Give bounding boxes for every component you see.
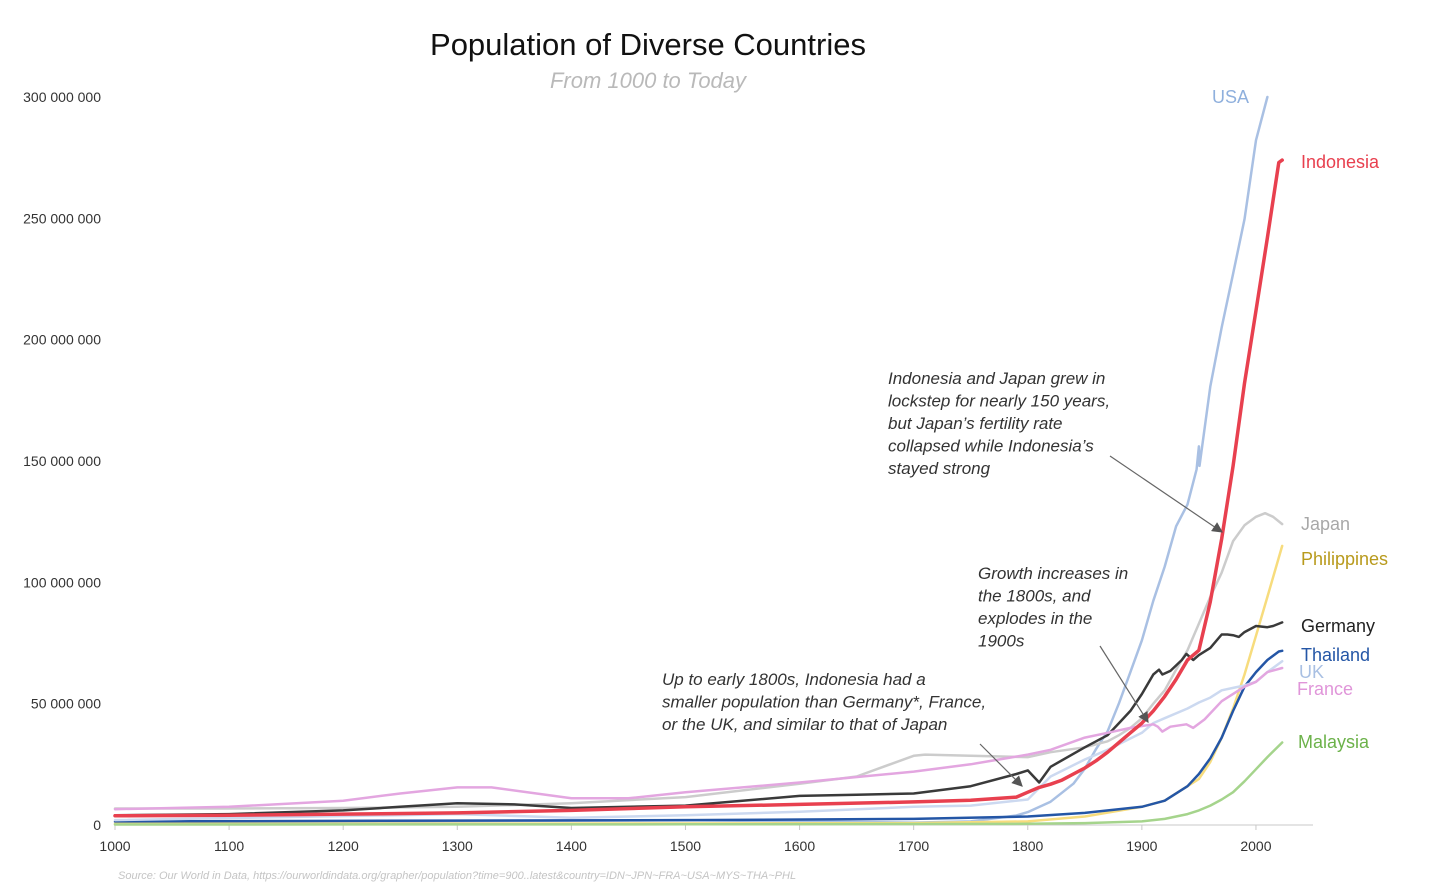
source-note: Source: Our World in Data, https://ourwo…	[118, 870, 796, 882]
arrow-early	[979, 743, 1023, 787]
series-line-usa	[113, 95, 1269, 824]
y-tick-label: 0	[93, 817, 101, 833]
series-label-indonesia: Indonesia	[1301, 152, 1380, 172]
annotation-line: but Japan’s fertility rate	[888, 414, 1063, 433]
annotation-line: Indonesia and Japan grew in	[888, 369, 1105, 388]
series-labels: USA Indonesia Japan Philippines Germany Thail…	[1212, 87, 1388, 752]
series-label-uk: UK	[1299, 662, 1324, 682]
x-tick-label: 1200	[328, 838, 359, 854]
y-tick-label: 200 000 000	[23, 332, 101, 348]
x-tick-label: 1100	[214, 838, 244, 854]
x-axis: 1000 1100 1200 1300 1400 1500 1600 1700 1800 1900…	[99, 824, 1313, 854]
series-line-malaysia	[113, 741, 1284, 826]
annotation-line: smaller population than Germany*, France…	[662, 693, 986, 712]
y-tick-label: 100 000 000	[23, 574, 101, 590]
arrow-lockstep	[1109, 455, 1223, 533]
y-axis-ticks: 0 50 000 000 100 000 000 150 000 000 200 000…	[23, 89, 101, 833]
annotation-lockstep: Indonesia and Japan grew in lockstep for …	[888, 369, 1110, 478]
annotation-line: explodes in the	[978, 609, 1092, 628]
x-tick-label: 1900	[1126, 838, 1157, 854]
y-tick-label: 50 000 000	[31, 696, 101, 712]
x-tick-label: 1000	[99, 838, 130, 854]
series-line-france	[113, 666, 1284, 811]
series-lines	[113, 95, 1284, 826]
x-tick-label: 1500	[670, 838, 701, 854]
annotation-line: Growth increases in	[978, 564, 1128, 583]
series-label-japan: Japan	[1301, 514, 1350, 534]
annotation-early: Up to early 1800s, Indonesia had a smalle…	[662, 670, 986, 734]
chart-title: Population of Diverse Countries	[430, 27, 866, 62]
chart-subtitle: From 1000 to Today	[550, 68, 748, 93]
x-tick-label: 1400	[556, 838, 587, 854]
x-tick-label: 2000	[1240, 838, 1271, 854]
x-tick-label: 1800	[1012, 838, 1043, 854]
series-line-germany	[113, 621, 1284, 817]
x-tick-label: 1700	[898, 838, 929, 854]
annotation-line: 1900s	[978, 632, 1025, 651]
series-line-uk	[113, 659, 1284, 822]
annotation-line: Up to early 1800s, Indonesia had a	[662, 670, 926, 689]
annotations: Indonesia and Japan grew in lockstep for …	[662, 369, 1128, 734]
annotation-line: lockstep for nearly 150 years,	[888, 392, 1110, 411]
y-tick-label: 150 000 000	[23, 453, 101, 469]
x-tick-label: 1300	[442, 838, 473, 854]
y-tick-label: 300 000 000	[23, 89, 101, 105]
annotation-line: the 1800s, and	[978, 587, 1091, 606]
series-label-thailand: Thailand	[1301, 645, 1370, 665]
y-tick-label: 250 000 000	[23, 210, 101, 226]
annotation-growth: Growth increases in the 1800s, and explode…	[978, 564, 1128, 651]
annotation-line: stayed strong	[888, 459, 991, 478]
series-label-usa: USA	[1212, 87, 1249, 107]
series-line-thailand	[113, 649, 1284, 823]
annotation-line: collapsed while Indonesia’s	[888, 437, 1094, 456]
series-label-malaysia: Malaysia	[1298, 732, 1370, 752]
x-tick-label: 1600	[784, 838, 815, 854]
series-label-philippines: Philippines	[1301, 549, 1388, 569]
series-line-japan	[113, 511, 1284, 810]
arrow-growth	[1099, 645, 1149, 724]
annotation-arrows	[979, 455, 1223, 787]
series-line-philippines	[113, 544, 1284, 826]
series-label-germany: Germany	[1301, 616, 1375, 636]
series-line-indonesia	[113, 158, 1284, 818]
series-label-france: France	[1297, 679, 1353, 699]
annotation-line: or the UK, and similar to that of Japan	[662, 715, 947, 734]
